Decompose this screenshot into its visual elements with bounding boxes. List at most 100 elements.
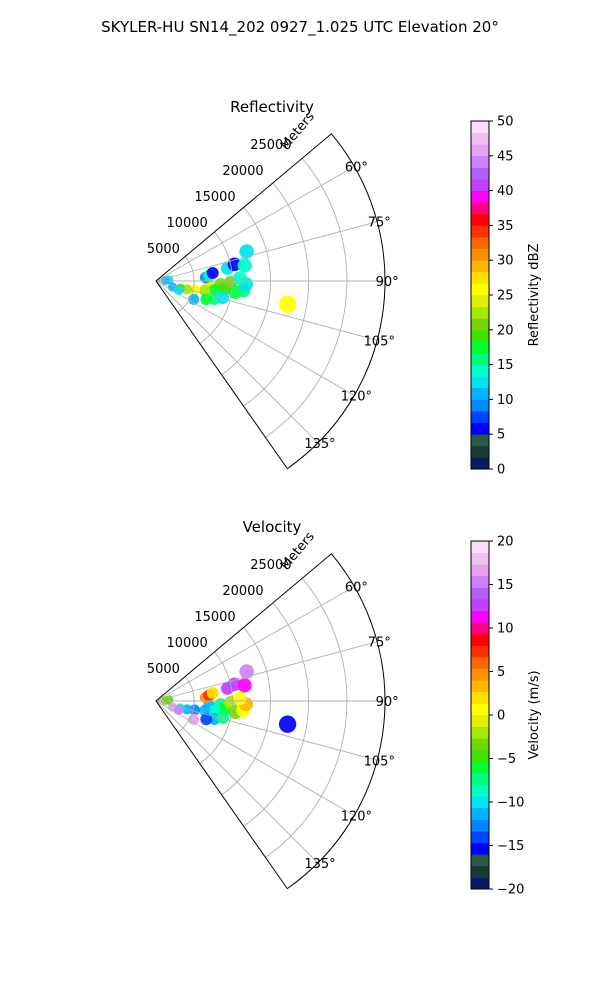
echo-cell — [208, 704, 221, 717]
colorbar-swatch — [471, 657, 489, 669]
range-ring — [177, 256, 195, 313]
echo-cell — [239, 244, 254, 259]
azimuth-gridline — [155, 280, 378, 341]
range-ring — [221, 627, 271, 796]
colorbar-swatch — [471, 610, 489, 623]
colorbar-swatch — [471, 680, 489, 693]
colorbar-swatch — [471, 749, 489, 762]
colorbar-tick-label: 45 — [497, 149, 514, 164]
colorbar-tick-label: 25 — [497, 289, 514, 304]
echo-cell — [237, 678, 252, 693]
velocity-panel: Velocity500010000150002000025000Meters60… — [147, 518, 542, 898]
colorbar-swatch — [471, 306, 489, 319]
colorbar-swatch — [471, 190, 489, 203]
colorbar-swatch — [471, 237, 489, 249]
azimuth-gridline — [155, 641, 378, 702]
azimuth-gridline — [155, 700, 378, 761]
echo-cell — [278, 295, 297, 313]
range-tick-label: 20000 — [222, 584, 263, 599]
panel-title: Reflectivity — [230, 98, 314, 116]
azimuth-gridline — [155, 586, 355, 702]
azimuth-tick-label: 90° — [376, 695, 399, 710]
colorbar-swatch — [471, 715, 489, 727]
echo-cell — [208, 284, 221, 297]
azimuth-tick-label: 60° — [345, 580, 368, 595]
colorbar-swatch — [471, 248, 489, 261]
range-tick-label: 5000 — [147, 662, 180, 677]
range-tick-label: 15000 — [194, 190, 235, 205]
colorbar-swatch — [471, 271, 489, 284]
range-tick-label: 5000 — [147, 242, 180, 257]
colorbar-tick-label: 0 — [497, 709, 505, 724]
range-ring — [199, 651, 233, 764]
colorbar-swatch — [471, 445, 489, 458]
colorbar-swatch — [471, 213, 489, 226]
colorbar-swatch — [471, 399, 489, 412]
colorbar-swatch — [471, 225, 489, 238]
echo-cell — [206, 687, 219, 699]
sector-outline — [155, 133, 386, 470]
figure-title: SKYLER-HU SN14_202 0927_1.025 UTC Elevat… — [101, 18, 499, 37]
azimuth-gridline — [155, 221, 378, 282]
range-tick-label: 15000 — [194, 610, 235, 625]
colorbar-tick-label: −20 — [497, 883, 524, 898]
colorbar-tick-label: 40 — [497, 184, 514, 199]
colorbar-tick-label: 20 — [497, 323, 514, 338]
range-ring — [177, 676, 195, 733]
range-tick-label: 25000 — [250, 558, 291, 573]
range-ring — [265, 158, 348, 438]
azimuth-gridline — [155, 700, 319, 864]
colorbar-swatch — [471, 329, 489, 342]
colorbar-swatch — [471, 703, 489, 716]
echo-cell — [278, 715, 297, 733]
echo-cell — [216, 711, 230, 724]
range-tick-label: 10000 — [166, 216, 207, 231]
azimuth-gridline — [155, 280, 355, 396]
azimuth-gridline — [155, 166, 355, 282]
colorbar-tick-label: 20 — [497, 535, 514, 550]
azimuth-tick-label: 90° — [376, 275, 399, 290]
azimuth-tick-label: 60° — [345, 160, 368, 175]
colorbar-label: Velocity (m/s) — [527, 670, 542, 759]
colorbar: 0 5 10 15 20 25 30 35 40 45 50 Reflectivity dBZ — [470, 115, 542, 478]
colorbar-swatch — [471, 587, 489, 600]
echo-layer — [160, 244, 297, 313]
echo-cell — [233, 691, 247, 705]
colorbar-swatch — [471, 155, 489, 168]
colorbar-swatch — [471, 622, 489, 635]
colorbar-swatch — [471, 842, 489, 855]
range-tick-label: 10000 — [166, 636, 207, 651]
range-tick-label: 20000 — [222, 164, 263, 179]
colorbar-swatch — [471, 167, 489, 180]
colorbar-swatch — [471, 831, 489, 843]
colorbar-swatch — [471, 552, 489, 565]
range-ring — [199, 231, 233, 344]
colorbar-swatch — [471, 434, 489, 447]
colorbar-swatch — [471, 179, 489, 191]
colorbar-tick-label: 15 — [497, 358, 514, 373]
range-ring — [243, 602, 310, 827]
colorbar-label: Reflectivity dBZ — [527, 244, 542, 347]
azimuth-tick-label: 135° — [304, 857, 335, 872]
azimuth-tick-label: 135° — [304, 437, 335, 452]
colorbar-swatch — [471, 691, 489, 704]
azimuth-tick-label: 120° — [341, 810, 372, 825]
colorbar-tick-label: 30 — [497, 254, 514, 269]
colorbar-tick-label: −10 — [497, 796, 524, 811]
colorbar-swatch — [471, 318, 489, 331]
echo-cell — [206, 267, 219, 279]
colorbar-swatch — [471, 633, 489, 646]
range-ring — [243, 182, 310, 407]
panel-title: Velocity — [243, 518, 302, 536]
colorbar-tick-label: 0 — [497, 463, 505, 478]
azimuth-tick-label: 75° — [368, 636, 391, 651]
colorbar-tick-label: 15 — [497, 578, 514, 593]
colorbar-swatch — [471, 865, 489, 878]
colorbar-swatch — [471, 387, 489, 400]
colorbar-swatch — [471, 283, 489, 296]
colorbar-tick-label: 10 — [497, 393, 514, 408]
colorbar-swatch — [471, 202, 489, 215]
colorbar-tick-label: 50 — [497, 115, 514, 130]
colorbar-swatch — [471, 364, 489, 377]
